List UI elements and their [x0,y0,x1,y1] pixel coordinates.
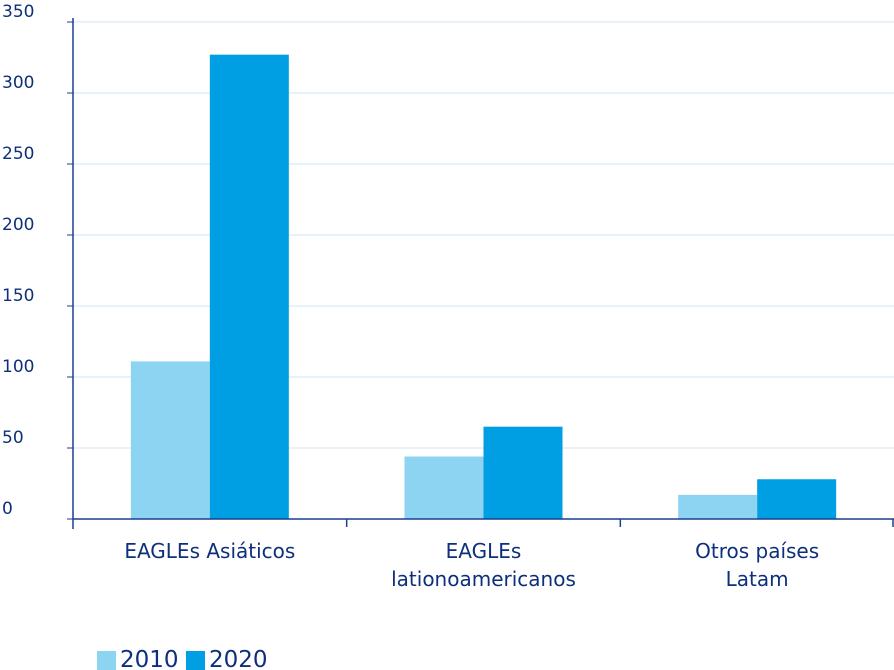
bar [757,479,837,519]
y-tick-label: 150 [2,286,34,306]
bar [678,494,758,519]
y-tick-label: 200 [2,215,34,235]
bar [209,54,289,519]
bar [483,426,563,519]
bar [404,456,484,519]
legend-swatch [186,650,205,670]
legend-label: 2020 [209,647,268,670]
y-tick-label: 300 [2,73,34,93]
legend-item: 2020 [186,647,268,670]
legend-label: 2010 [120,647,179,670]
y-tick-label: 350 [2,2,34,22]
y-tick-label: 100 [2,357,34,377]
legend-item: 2010 [97,647,179,670]
y-tick-label: 0 [2,499,13,519]
y-tick-label: 50 [2,428,24,448]
bar [130,361,210,519]
legend-swatch [97,650,116,670]
x-tick-label: EAGLEs lationoamericanos [391,539,576,591]
y-tick-label: 250 [2,144,34,164]
x-tick-label: Otros países Latam [695,539,820,591]
x-tick-label: EAGLEs Asiáticos [124,539,296,563]
